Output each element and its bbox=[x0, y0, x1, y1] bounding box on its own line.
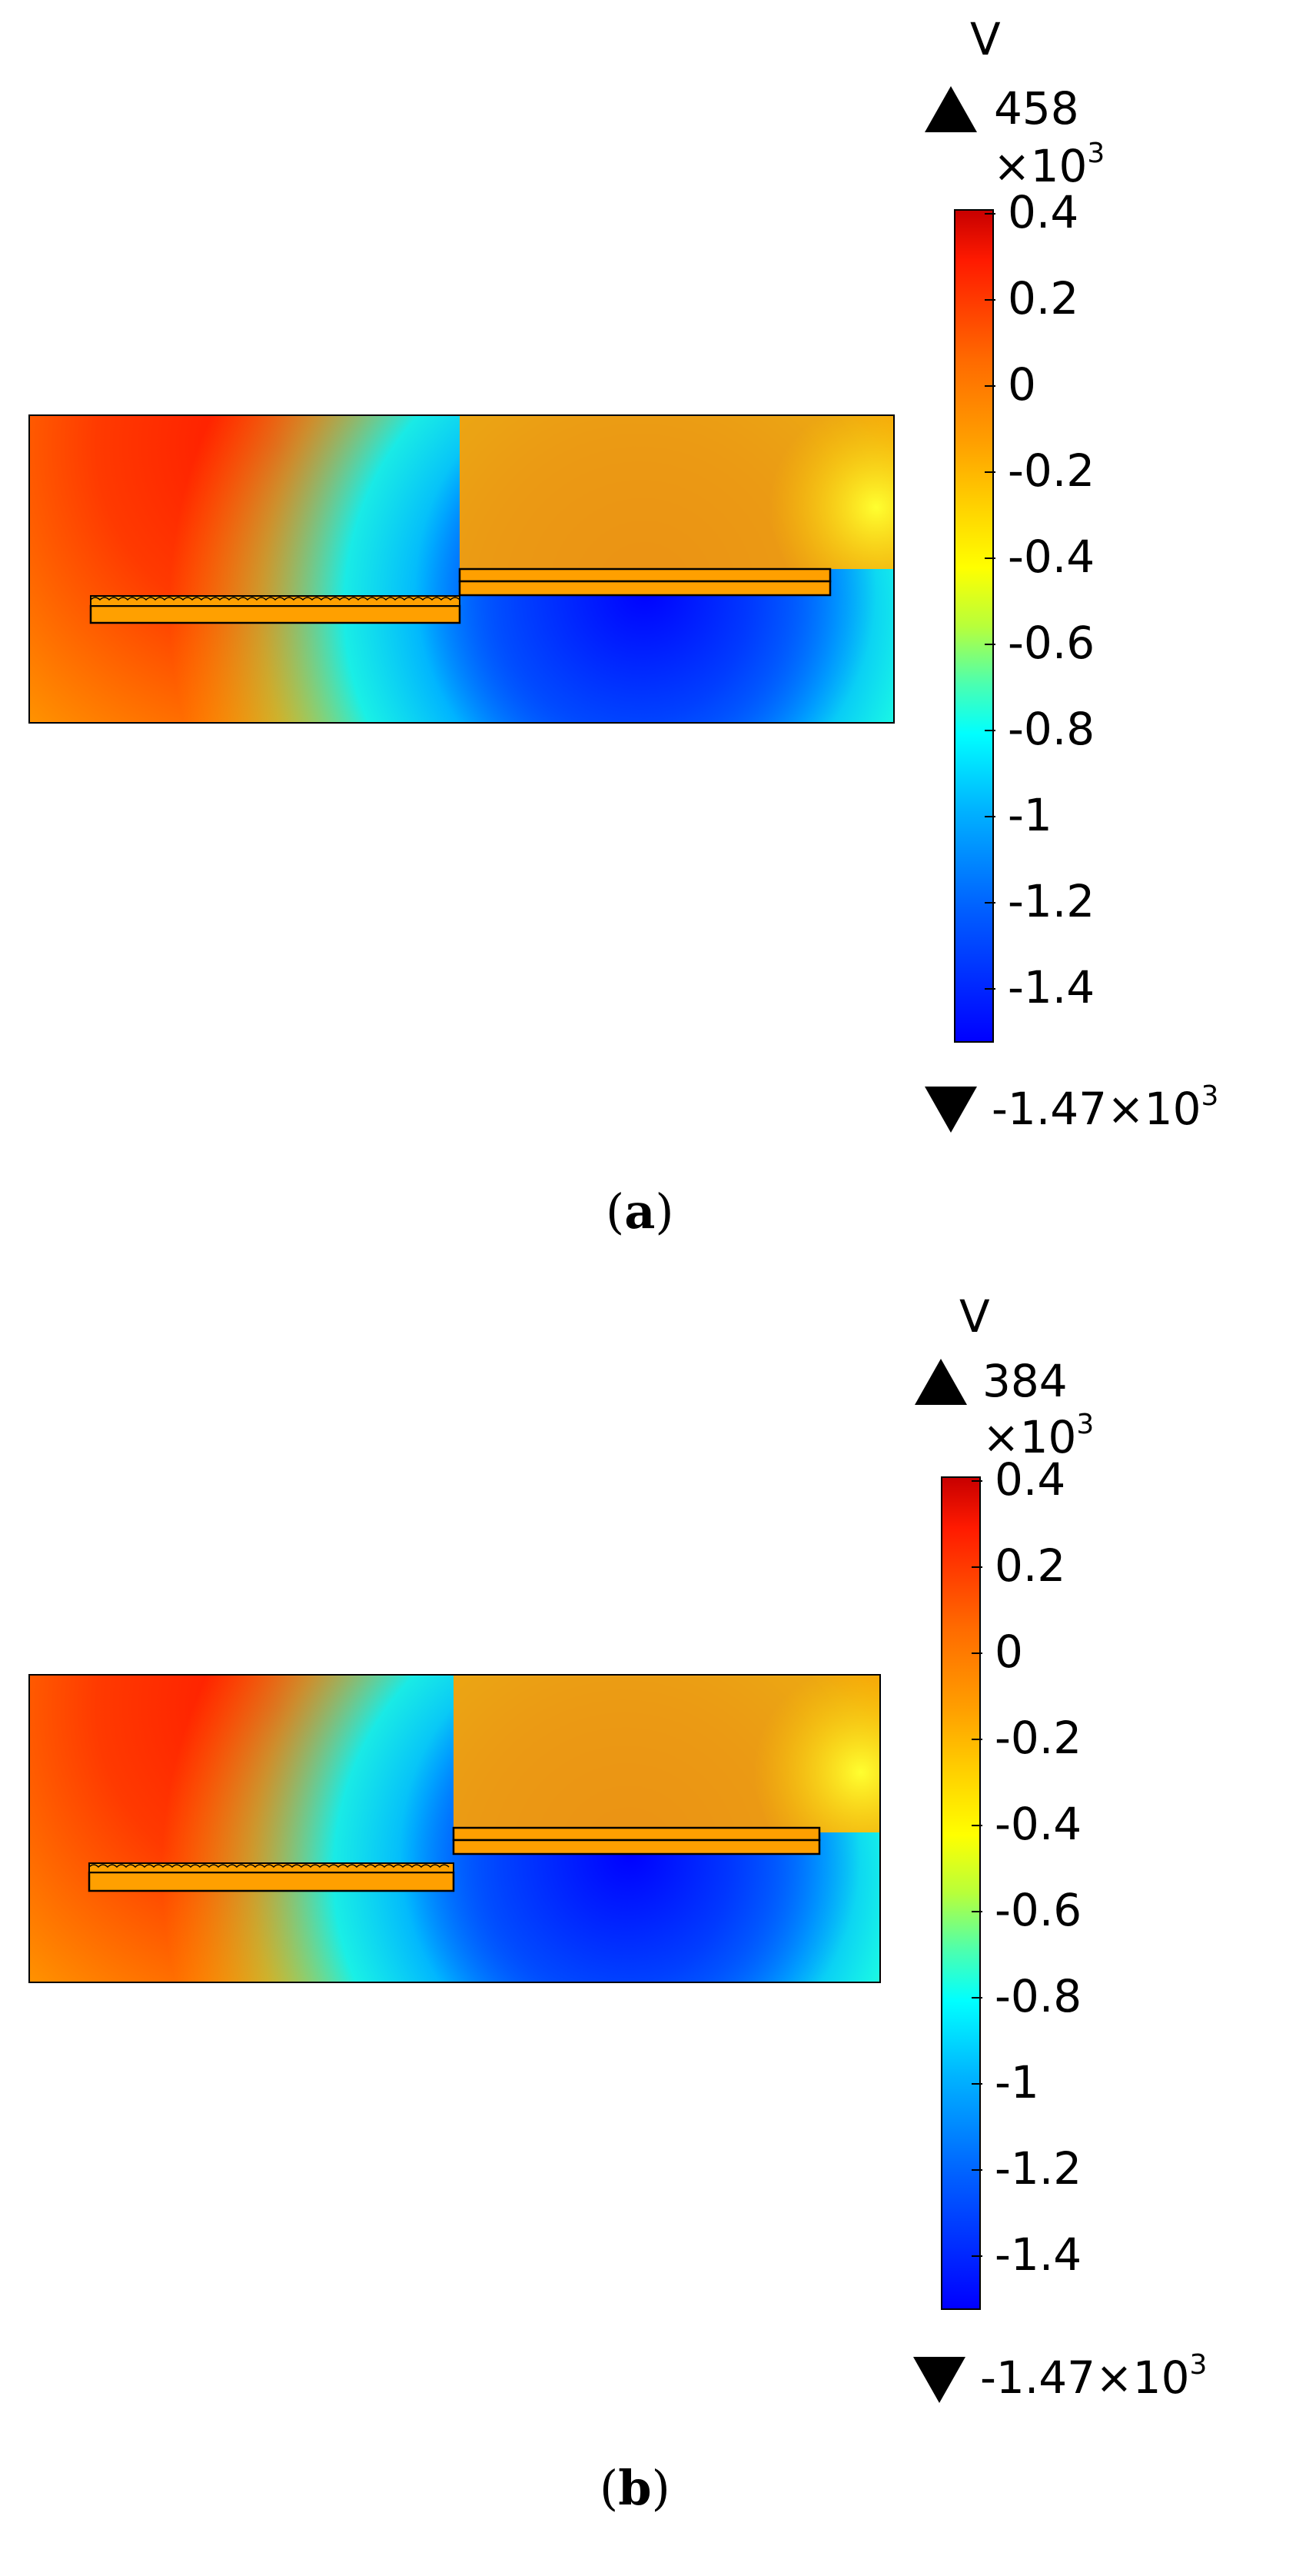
colorbar-unit-b: V bbox=[959, 1290, 990, 1343]
colorbar-b bbox=[941, 1476, 981, 2310]
max-marker-icon-b bbox=[915, 1359, 967, 1405]
colorbar-tick-mark bbox=[985, 299, 995, 301]
colorbar-tick-label: 0.4 bbox=[1008, 186, 1079, 238]
colorbar-tick-label: 0.4 bbox=[995, 1453, 1066, 1506]
colorbar-tick-label: 0.2 bbox=[1008, 272, 1079, 324]
colorbar-tick-mark bbox=[972, 1480, 982, 1482]
colorbar-tick-label: 0.2 bbox=[995, 1539, 1066, 1592]
colorbar-tick-mark bbox=[985, 644, 995, 645]
colorbar-tick-mark bbox=[985, 988, 995, 990]
colorbar-tick-label: -0.2 bbox=[1008, 444, 1095, 497]
colorbar-tick-label: -0.8 bbox=[1008, 703, 1095, 755]
colorbar-tick-mark bbox=[985, 213, 995, 215]
colorbar-tick-mark bbox=[985, 902, 995, 904]
upper-electrode-a bbox=[458, 567, 832, 583]
upper-electrode-b bbox=[452, 1826, 821, 1842]
colorbar-tick-mark bbox=[972, 1652, 982, 1654]
colorbar-unit-a: V bbox=[970, 13, 1001, 65]
colorbar-a bbox=[954, 209, 994, 1043]
colorbar-tick-mark bbox=[985, 816, 995, 817]
colorbar-tick-label: -0.2 bbox=[995, 1712, 1082, 1764]
potential-field-plot-b bbox=[28, 1674, 881, 1983]
colorbar-min-a: -1.47×103 bbox=[992, 1080, 1219, 1136]
colorbar-tick-label: -0.4 bbox=[995, 1798, 1082, 1850]
colorbar-tick-mark bbox=[972, 2083, 982, 2085]
lower-electrode-b bbox=[88, 1871, 455, 1892]
potential-field-plot-a bbox=[28, 414, 895, 724]
colorbar-tick-label: -1.4 bbox=[1008, 961, 1095, 1013]
colorbar-tick-mark bbox=[972, 1739, 982, 1740]
colorbar-tick-label: -1.4 bbox=[995, 2228, 1082, 2281]
panel-b: V 384 ×103 0.4 0.2 0 -0.2 -0.4 -0.6 -0.8 -1 -1.2… bbox=[0, 1288, 1296, 2576]
caption-a: (a) bbox=[606, 1183, 674, 1240]
colorbar-tick-label: -0.6 bbox=[995, 1884, 1082, 1936]
colorbar-max-b: 384 bbox=[982, 1355, 1068, 1407]
colorbar-max-a: 458 bbox=[994, 82, 1079, 135]
rough-layer-a bbox=[90, 595, 460, 607]
colorbar-tick-mark bbox=[972, 1911, 982, 1912]
panel-a: V 458 ×103 0.4 0.2 0 -0.2 -0.4 -0.6 -0.8 -1 -1.2… bbox=[28, 13, 1219, 1240]
colorbar-tick-label: -0.8 bbox=[995, 1970, 1082, 2022]
colorbar-tick-label: -1 bbox=[995, 2056, 1039, 2108]
colorbar-tick-mark bbox=[985, 385, 995, 387]
colorbar-tick-mark bbox=[972, 2169, 982, 2171]
domain-boundary-a bbox=[28, 414, 895, 724]
colorbar-tick-mark bbox=[972, 2255, 982, 2257]
colorbar-tick-label: 0 bbox=[1008, 358, 1036, 411]
colorbar-tick-mark bbox=[972, 1997, 982, 1999]
min-marker-icon-b bbox=[913, 2357, 965, 2403]
min-marker-icon-a bbox=[925, 1087, 977, 1133]
lower-electrode-a bbox=[89, 604, 461, 624]
colorbar-tick-label: -1.2 bbox=[1008, 875, 1095, 927]
colorbar-tick-mark bbox=[985, 557, 995, 559]
dielectric-layer-a bbox=[458, 580, 832, 597]
rough-surface-b bbox=[88, 1864, 450, 1869]
max-marker-icon-a bbox=[925, 86, 977, 132]
colorbar-tick-label: -0.4 bbox=[1008, 531, 1095, 583]
dielectric-layer-b bbox=[452, 1839, 821, 1855]
domain-boundary-b bbox=[28, 1674, 881, 1983]
rough-surface-a bbox=[90, 597, 460, 601]
colorbar-tick-mark bbox=[985, 471, 995, 473]
colorbar-tick-mark bbox=[972, 1825, 982, 1826]
colorbar-tick-mark bbox=[972, 1566, 982, 1568]
colorbar-tick-label: 0 bbox=[995, 1626, 1023, 1678]
colorbar-scale-a: ×103 bbox=[993, 138, 1105, 193]
caption-b: (b) bbox=[600, 2460, 670, 2516]
colorbar-tick-label: -1 bbox=[1008, 789, 1052, 841]
colorbar-scale-b: ×103 bbox=[982, 1409, 1095, 1464]
colorbar-tick-label: -0.6 bbox=[1008, 617, 1095, 669]
colorbar-tick-mark bbox=[985, 730, 995, 731]
colorbar-min-b: -1.47×103 bbox=[980, 2349, 1208, 2405]
colorbar-tick-label: -1.2 bbox=[995, 2142, 1082, 2195]
